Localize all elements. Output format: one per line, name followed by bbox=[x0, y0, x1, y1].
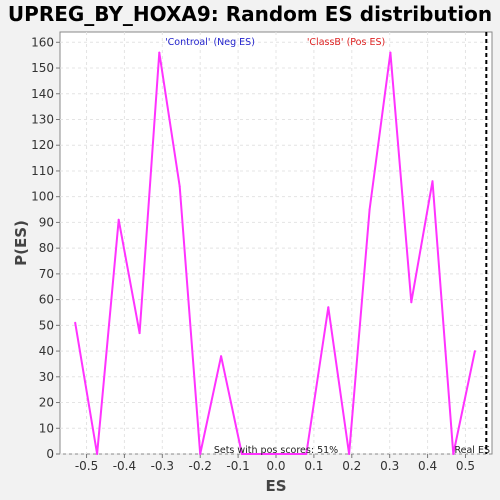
data-point bbox=[220, 355, 223, 358]
y-tick-label: 50 bbox=[39, 318, 54, 332]
data-point bbox=[178, 185, 181, 188]
data-point bbox=[199, 453, 202, 455]
data-point bbox=[74, 321, 77, 324]
x-axis-title: ES bbox=[265, 477, 286, 495]
x-tick-label: -0.5 bbox=[75, 459, 98, 473]
data-point bbox=[410, 301, 413, 304]
data-point bbox=[138, 332, 141, 335]
data-point bbox=[389, 51, 392, 54]
data-point bbox=[117, 218, 120, 221]
x-tick-label: -0.1 bbox=[226, 459, 249, 473]
data-point bbox=[431, 180, 434, 183]
y-tick-label: 160 bbox=[31, 35, 54, 49]
x-tick-label: 0.5 bbox=[456, 459, 475, 473]
data-point bbox=[305, 453, 308, 455]
series-layer bbox=[74, 51, 476, 455]
pos-scores-label: Sets with pos scores: 51% bbox=[214, 445, 338, 456]
chart-title: UPREG_BY_HOXA9: Random ES distribution bbox=[8, 2, 492, 26]
y-tick-label: 30 bbox=[39, 370, 54, 384]
y-tick-label: 70 bbox=[39, 267, 54, 281]
data-point bbox=[96, 453, 99, 455]
y-axis-title: P(ES) bbox=[12, 220, 30, 266]
x-tick-label: 0.0 bbox=[266, 459, 285, 473]
series-line-0 bbox=[74, 51, 476, 455]
y-tick-label: 100 bbox=[31, 190, 54, 204]
data-point bbox=[452, 453, 455, 455]
data-point bbox=[473, 350, 476, 353]
x-tick-label: -0.3 bbox=[151, 459, 174, 473]
y-tick-label: 10 bbox=[39, 421, 54, 435]
x-tick-label: -0.2 bbox=[188, 459, 211, 473]
data-point bbox=[158, 51, 161, 54]
y-tick-label: 140 bbox=[31, 87, 54, 101]
axis-ticks: 0 10 20 30 40 50 60 70 80 90 100 110 120 130 140 150 160… bbox=[31, 35, 475, 473]
data-point bbox=[348, 453, 351, 455]
y-tick-label: 130 bbox=[31, 112, 54, 126]
neg-es-label: 'Controal' (Neg ES) bbox=[165, 37, 255, 48]
y-tick-label: 20 bbox=[39, 396, 54, 410]
y-tick-label: 150 bbox=[31, 61, 54, 75]
x-tick-label: 0.1 bbox=[304, 459, 323, 473]
y-tick-label: 90 bbox=[39, 215, 54, 229]
data-point bbox=[240, 453, 243, 455]
grid bbox=[60, 32, 492, 455]
y-tick-label: 0 bbox=[46, 447, 54, 461]
real-es-label: Real ES bbox=[454, 445, 490, 456]
data-point bbox=[327, 306, 330, 309]
y-tick-label: 40 bbox=[39, 344, 54, 358]
y-tick-label: 120 bbox=[31, 138, 54, 152]
y-tick-label: 60 bbox=[39, 293, 54, 307]
y-tick-label: 110 bbox=[31, 164, 54, 178]
x-tick-label: 0.3 bbox=[380, 459, 399, 473]
y-tick-label: 80 bbox=[39, 241, 54, 255]
x-tick-label: -0.4 bbox=[113, 459, 136, 473]
x-tick-label: 0.4 bbox=[418, 459, 437, 473]
pos-es-label: 'ClassB' (Pos ES) bbox=[307, 37, 385, 48]
x-tick-label: 0.2 bbox=[342, 459, 361, 473]
data-point bbox=[368, 208, 371, 211]
